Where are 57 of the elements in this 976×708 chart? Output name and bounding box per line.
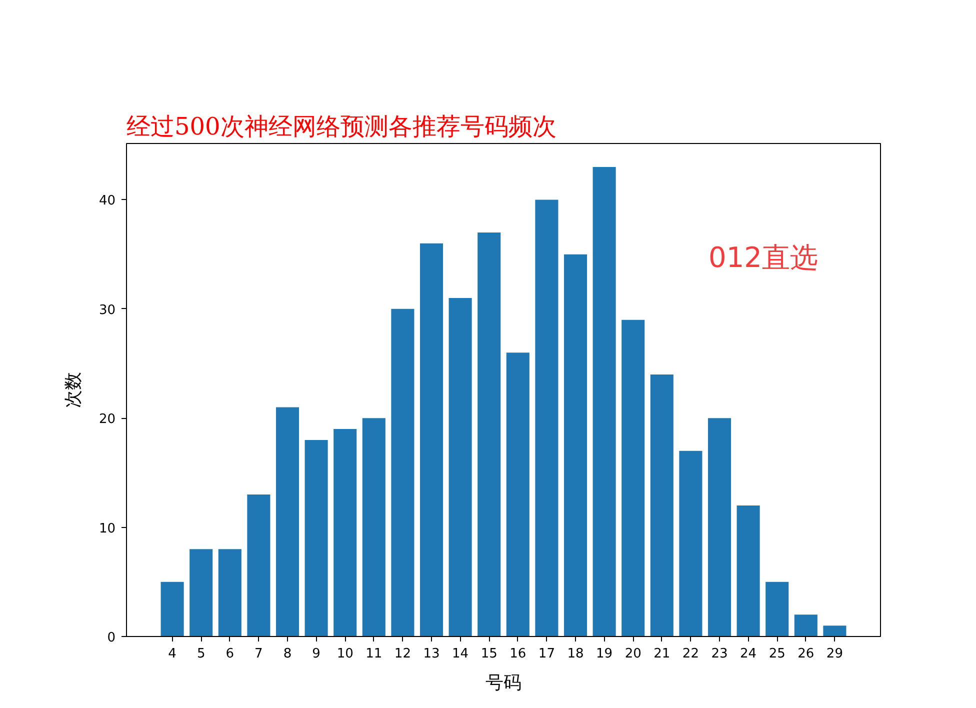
annotation: 012直选 [708,241,818,274]
y-tick-label: 10 [98,521,116,536]
bar [823,626,846,636]
chart-title: 经过500次神经网络预测各推荐号码频次 [126,112,556,140]
bar [160,582,184,636]
x-tick-label: 4 [168,646,176,662]
bar [362,418,386,636]
bar [420,243,444,636]
y-tick-label: 20 [98,412,116,428]
x-tick-label: 15 [480,646,498,662]
bar [478,232,501,636]
bar [247,494,270,636]
bar [506,352,530,636]
x-tick-label: 18 [567,646,584,662]
x-tick-label: 5 [196,646,206,662]
x-tick-label: 24 [740,646,757,662]
x-tick-label: 23 [711,646,728,662]
x-tick-label: 6 [226,646,234,662]
bar [218,549,242,636]
bar [794,614,818,636]
x-tick-label: 16 [510,646,526,662]
x-tick-label: 21 [654,646,670,662]
bar [650,374,674,636]
x-tick-label: 29 [826,646,843,662]
y-tick-label: 30 [98,302,116,318]
x-tick-label: 11 [366,646,382,662]
x-tick-label: 26 [798,646,814,662]
bar [334,429,357,636]
bar [190,549,213,636]
x-tick-label: 22 [682,646,699,662]
bar [592,166,616,636]
x-tick-label: 13 [423,646,440,662]
x-tick-label: 8 [283,646,292,662]
y-axis-title: 次数 [62,372,84,408]
bar [276,407,300,636]
bar [736,505,760,636]
bar [564,254,588,636]
bar [679,450,702,636]
bar [708,418,732,636]
x-tick-label: 25 [768,646,786,662]
x-tick-label: 17 [538,646,555,662]
x-tick-label: 7 [254,646,263,662]
bar [304,440,328,636]
y-tick-label: 0 [107,630,116,646]
bar [766,582,789,636]
bar [448,298,472,636]
bar [622,320,645,636]
bar [391,308,414,636]
x-tick-label: 12 [394,646,411,662]
x-tick-label: 14 [452,646,469,662]
x-tick-label: 20 [624,646,642,662]
x-tick-label: 19 [596,646,613,662]
x-axis-title: 号码 [486,672,522,694]
x-tick-label: 9 [312,646,320,662]
bar [535,200,558,636]
y-tick-label: 40 [98,194,116,209]
x-tick-label: 10 [336,646,354,662]
